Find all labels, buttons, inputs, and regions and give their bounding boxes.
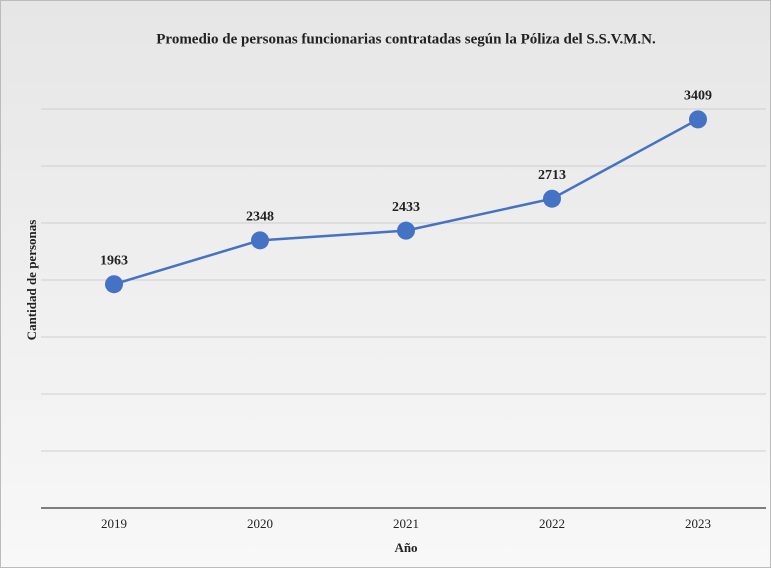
marker: [251, 231, 269, 250]
data-label: 2348: [246, 210, 274, 225]
data-label: 2713: [538, 168, 566, 183]
x-tick-label: 2020: [247, 516, 273, 531]
data-label: 2433: [392, 200, 420, 215]
x-axis-title: Año: [394, 540, 417, 555]
y-axis-title: Cantidad de personas: [24, 220, 39, 341]
chart-title: Promedio de personas funcionarias contra…: [156, 31, 656, 47]
marker: [105, 275, 123, 294]
marker: [689, 110, 707, 129]
marker: [397, 221, 415, 240]
x-tick-label: 2019: [101, 516, 127, 531]
x-tick-label: 2021: [393, 516, 419, 531]
marker: [543, 189, 561, 208]
data-label: 1963: [100, 253, 128, 268]
x-tick-label: 2023: [685, 516, 711, 531]
data-label: 3409: [684, 89, 712, 104]
x-tick-label: 2022: [539, 516, 565, 531]
